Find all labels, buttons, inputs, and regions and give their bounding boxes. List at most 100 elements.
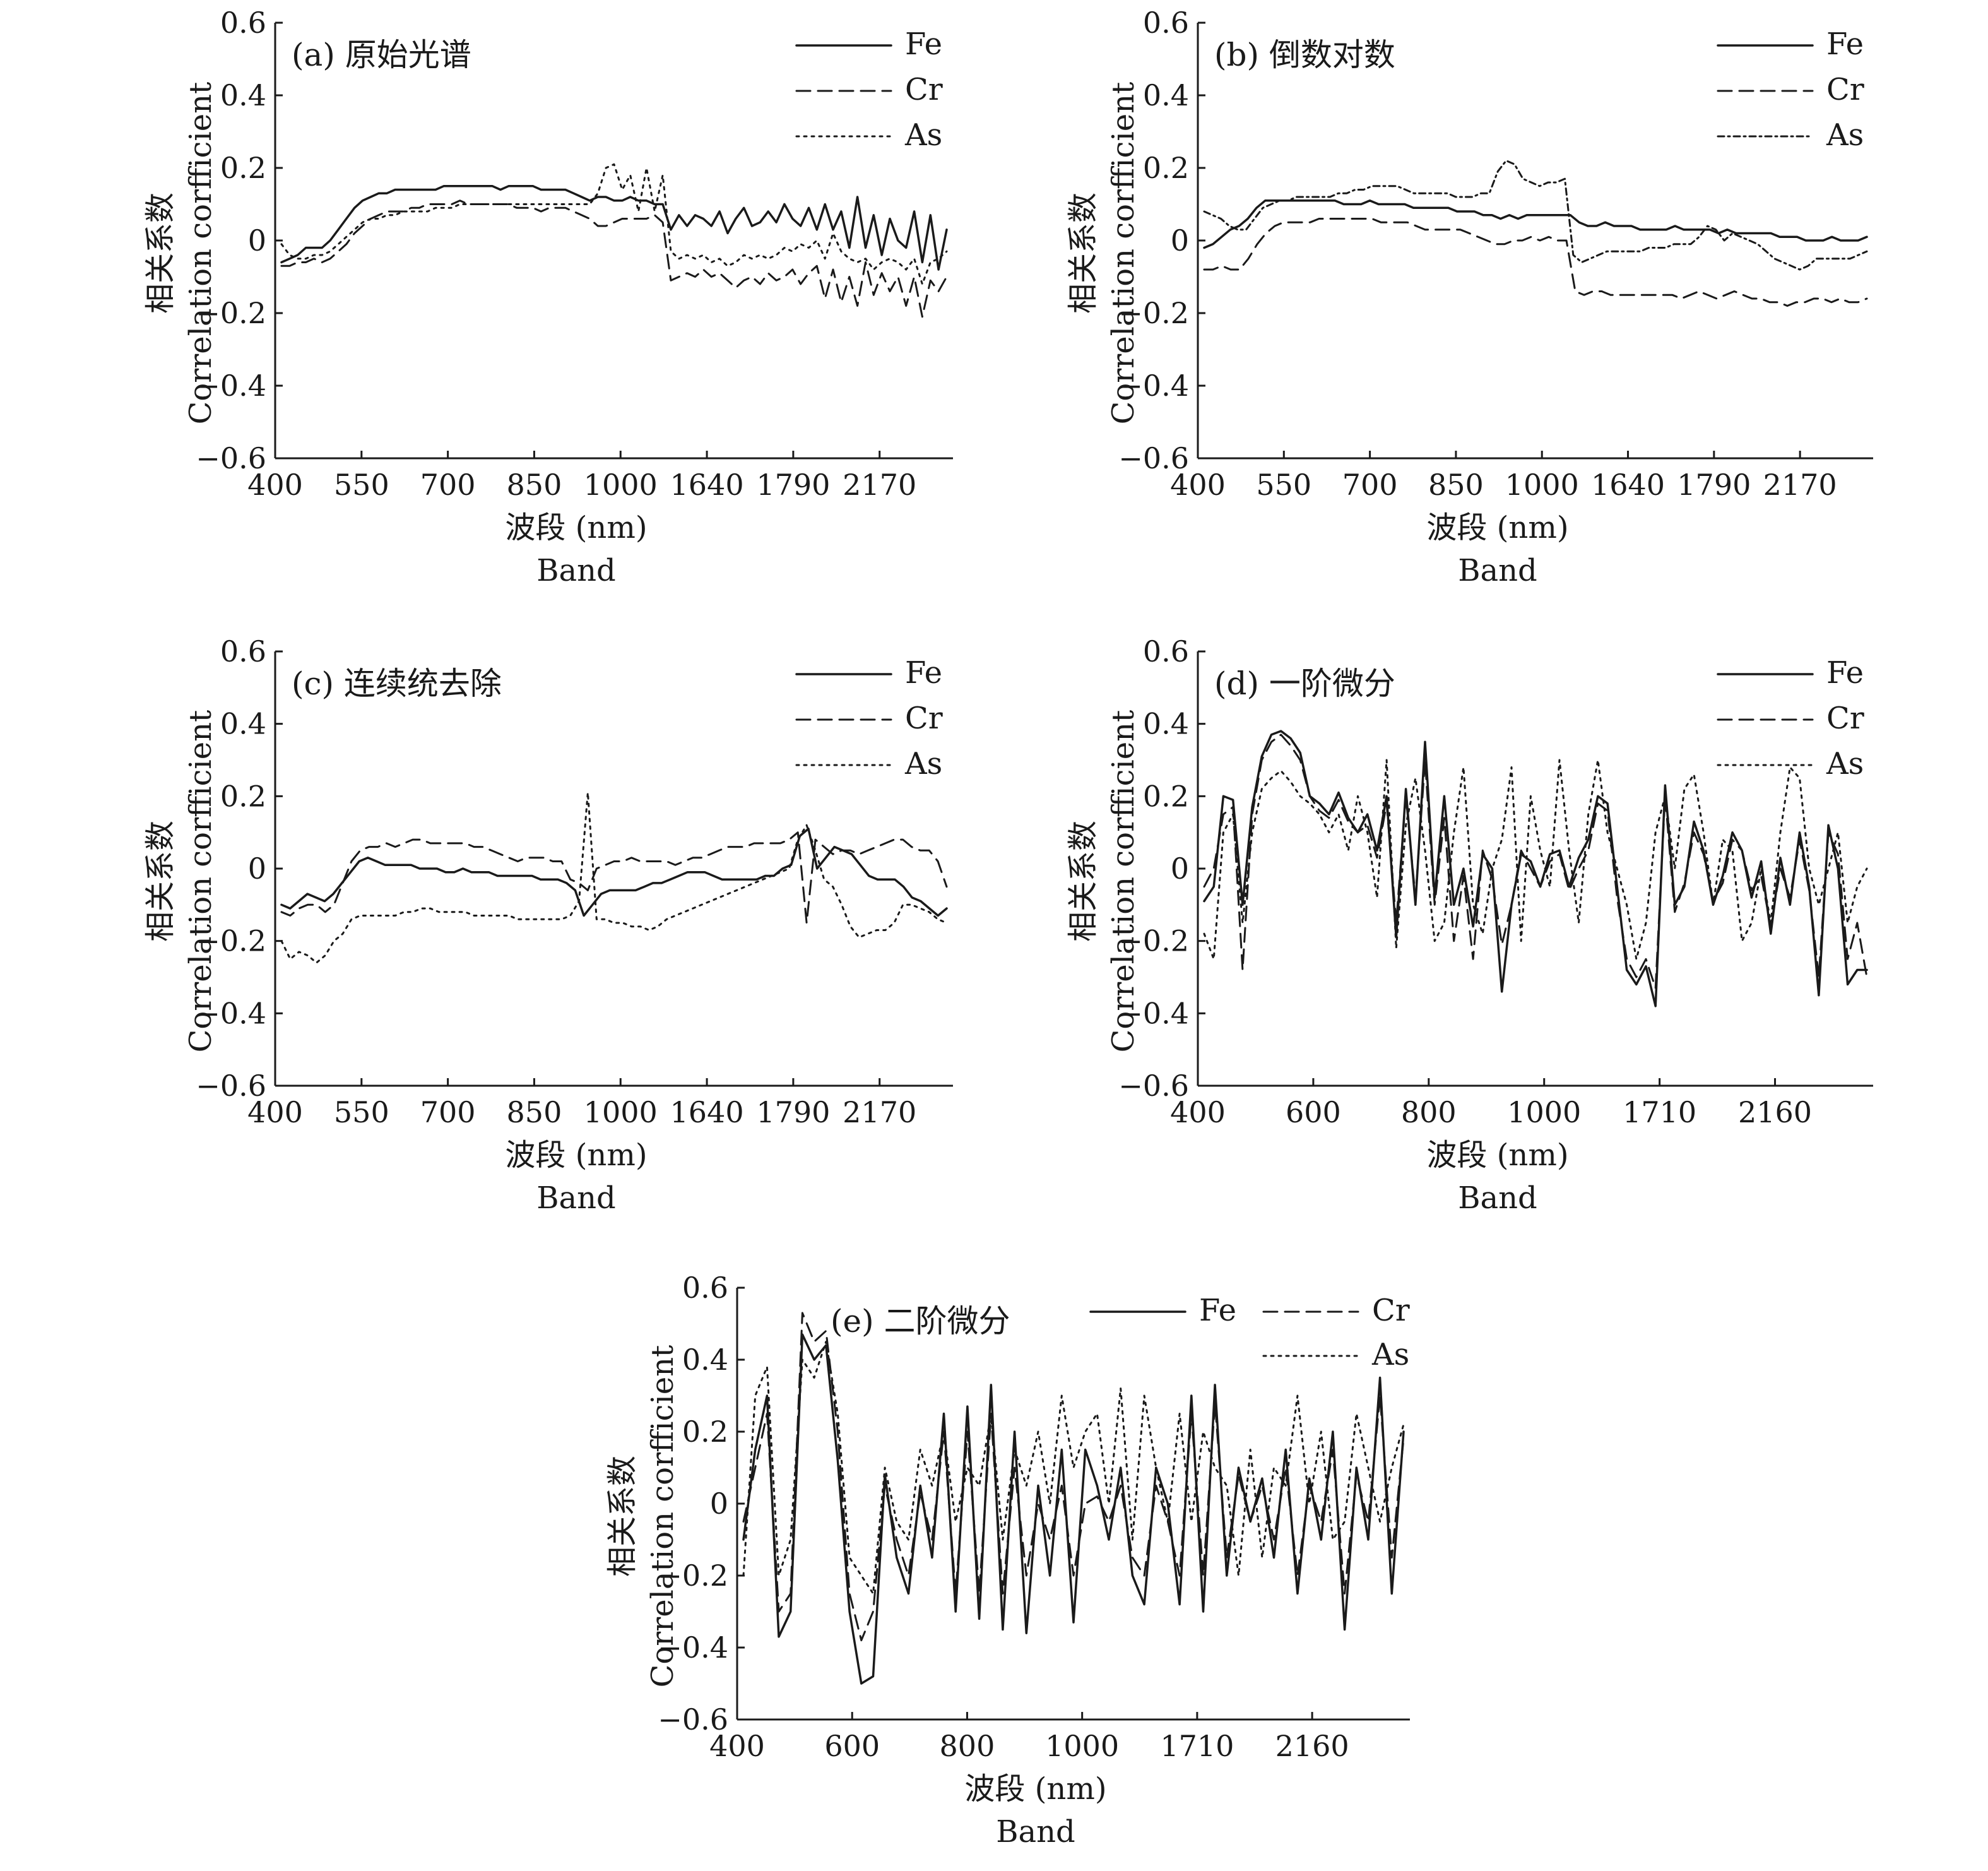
x-tick-label: 400	[247, 468, 303, 502]
legend-label-fe: Fe	[905, 655, 942, 691]
legend-label-as: As	[904, 746, 942, 781]
x-tick-label: 550	[334, 1095, 389, 1129]
y-tick-label: −0.2	[196, 296, 266, 330]
panel-title: (a) 原始光谱	[292, 37, 471, 73]
legend: Fe Cr As	[1089, 1293, 1410, 1372]
series-line-fe	[1203, 199, 1868, 249]
y-axis-title-en: Correlation corfficient	[1106, 82, 1141, 425]
y-axis-title-cn: 相关系数	[1065, 821, 1101, 942]
x-tick-label: 1790	[756, 1095, 830, 1129]
y-tick-label: 0.2	[1143, 151, 1189, 185]
x-axis-title-cn: 波段 (nm)	[505, 510, 647, 545]
y-tick-label: 0.6	[220, 6, 266, 40]
y-tick-label: 0.6	[682, 1271, 728, 1305]
x-axis-title-cn: 波段 (nm)	[1426, 1137, 1568, 1173]
x-tick-label: 700	[420, 468, 476, 502]
x-tick-label: 1710	[1623, 1095, 1696, 1129]
legend-label-as: As	[1371, 1337, 1409, 1372]
x-tick-label: 400	[1170, 1095, 1226, 1129]
y-tick-label: 0.2	[682, 1415, 728, 1449]
y-tick-label: 0.2	[220, 151, 266, 185]
x-tick-label: 1640	[670, 1095, 744, 1129]
y-axis-title-en: Correlation corfficient	[1106, 710, 1141, 1053]
series-line-as	[1203, 160, 1868, 271]
x-tick-label: 2170	[843, 468, 916, 502]
y-tick-label: −0.6	[1118, 1069, 1189, 1103]
x-tick-label: 1000	[1505, 468, 1579, 502]
y-axis-title-cn: 相关系数	[143, 193, 178, 314]
x-axis-title-en: Band	[536, 553, 616, 588]
x-tick-label: 2160	[1738, 1095, 1812, 1129]
legend-label-as: As	[1826, 117, 1864, 153]
x-axis-title-cn: 波段 (nm)	[964, 1771, 1106, 1807]
x-tick-label: 850	[1428, 468, 1484, 502]
legend-label-fe: Fe	[1826, 655, 1864, 691]
y-tick-label: −0.6	[196, 441, 266, 475]
legend-label-fe: Fe	[1199, 1293, 1236, 1328]
panel-title: (e) 二阶微分	[831, 1303, 1010, 1339]
x-axis-title-cn: 波段 (nm)	[505, 1137, 647, 1173]
y-tick-label: 0	[710, 1487, 728, 1521]
x-tick-label: 2170	[843, 1095, 916, 1129]
y-tick-label: 0	[248, 223, 266, 258]
x-axis-title-en: Band	[1458, 553, 1537, 588]
x-tick-label: 1000	[1045, 1729, 1119, 1763]
y-tick-label: −0.4	[658, 1630, 728, 1665]
y-tick-label: −0.4	[196, 996, 266, 1030]
x-tick-label: 850	[507, 468, 562, 502]
x-tick-label: 600	[824, 1729, 880, 1763]
y-tick-label: −0.2	[658, 1559, 728, 1593]
panel-title: (c) 连续统去除	[292, 665, 502, 702]
y-tick-label: −0.4	[196, 369, 266, 403]
y-tick-label: −0.6	[196, 1069, 266, 1103]
x-tick-label: 1000	[584, 468, 658, 502]
legend-label-cr: Cr	[905, 701, 943, 736]
series-line-as	[742, 1341, 1405, 1595]
series-line-as	[280, 792, 948, 964]
legend-label-cr: Cr	[905, 72, 943, 107]
legend-label-cr: Cr	[1826, 72, 1864, 107]
y-axis-title-en: Correlation corfficient	[183, 710, 218, 1053]
x-tick-label: 1710	[1160, 1729, 1234, 1763]
x-tick-label: 2170	[1763, 468, 1837, 502]
x-tick-label: 600	[1286, 1095, 1341, 1129]
legend: Fe Cr As	[1717, 655, 1864, 781]
y-tick-label: −0.6	[1118, 441, 1189, 475]
legend: Fe Cr As	[1717, 27, 1864, 153]
x-tick-label: 800	[1401, 1095, 1457, 1129]
legend-label-fe: Fe	[905, 27, 942, 62]
y-tick-label: 0.6	[1143, 634, 1189, 668]
x-tick-label: 400	[1170, 468, 1226, 502]
legend-label-as: As	[1826, 746, 1864, 781]
legend-label-fe: Fe	[1826, 27, 1864, 62]
y-tick-label: −0.4	[1118, 996, 1189, 1030]
y-tick-label: 0	[1171, 852, 1189, 886]
y-tick-label: 0.4	[1143, 78, 1189, 112]
x-axis-title-en: Band	[536, 1180, 616, 1216]
series-line-cr	[742, 1312, 1405, 1642]
legend-label-cr: Cr	[1826, 701, 1864, 736]
x-tick-label: 1790	[1677, 468, 1751, 502]
x-tick-label: 550	[334, 468, 389, 502]
series-line-fe	[1203, 730, 1868, 1007]
x-tick-label: 1790	[756, 468, 830, 502]
y-tick-label: 0.4	[1143, 707, 1189, 741]
x-tick-label: 1000	[584, 1095, 658, 1129]
series-line-fe	[280, 828, 948, 917]
legend-label-cr: Cr	[1372, 1293, 1410, 1328]
y-axis-title-en: Correlation corfficient	[183, 82, 218, 425]
x-tick-label: 550	[1256, 468, 1311, 502]
y-axis-title-cn: 相关系数	[143, 821, 178, 942]
y-tick-label: 0.4	[682, 1343, 728, 1377]
y-tick-label: −0.2	[1118, 924, 1189, 958]
x-tick-label: 700	[1342, 468, 1398, 502]
legend: Fe Cr As	[795, 27, 943, 153]
x-tick-label: 1640	[1591, 468, 1665, 502]
legend: Fe Cr As	[795, 655, 943, 781]
series-line-cr	[280, 831, 948, 924]
series-line-as	[280, 163, 948, 285]
